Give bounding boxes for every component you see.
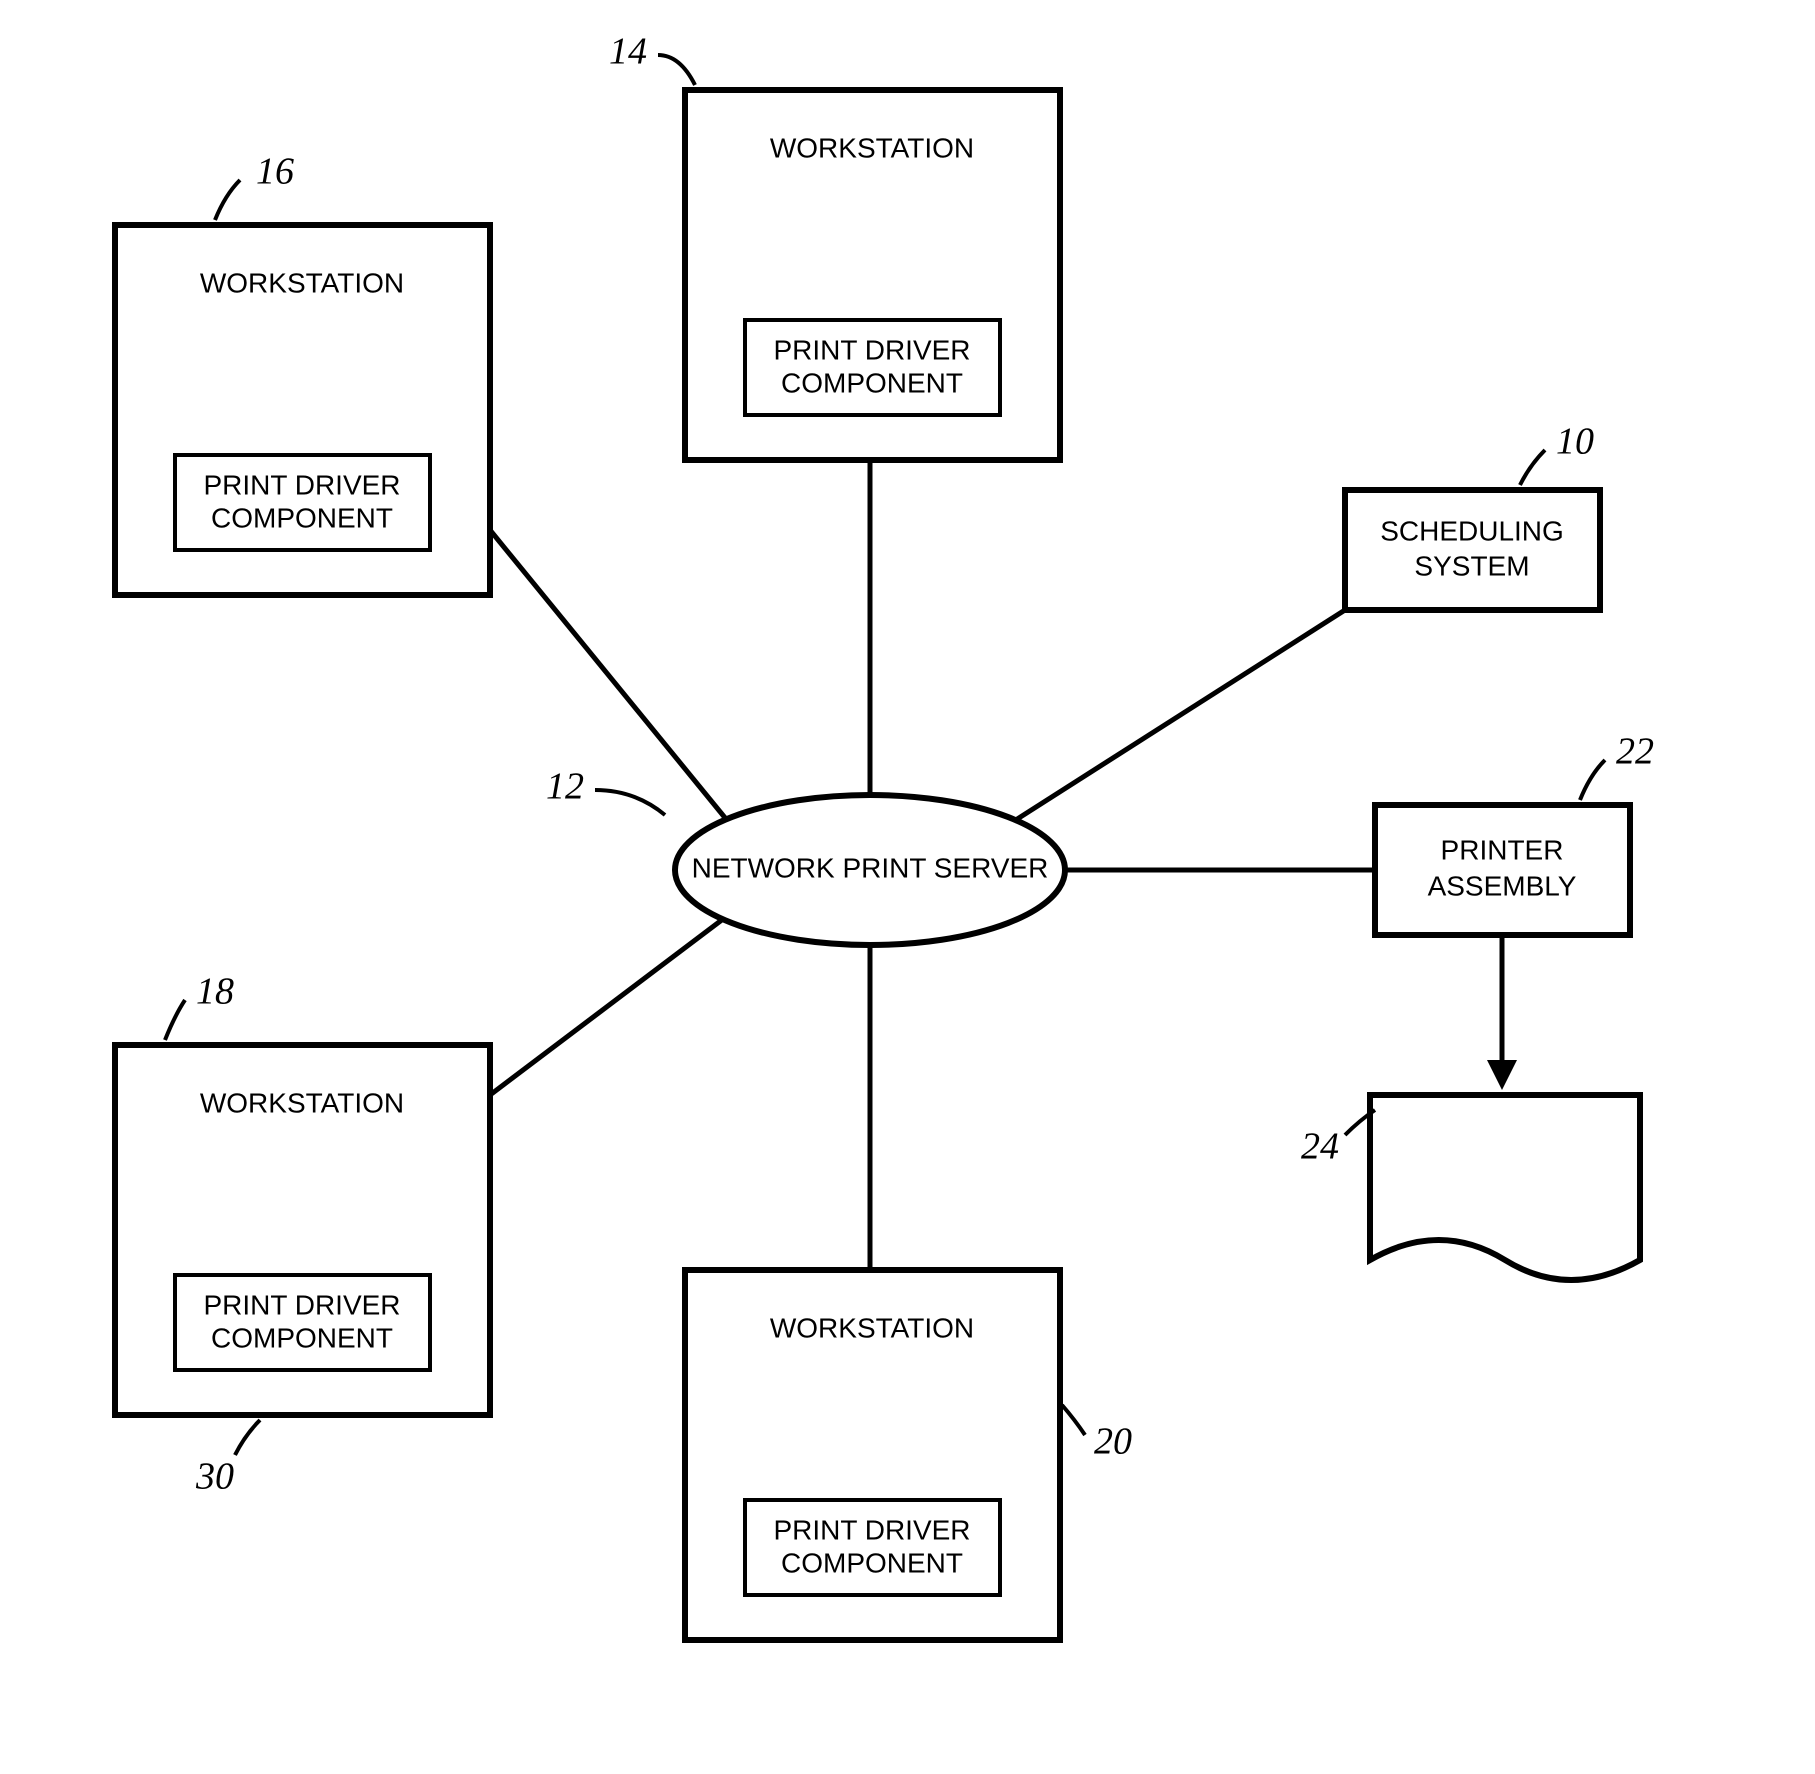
num-16: 16 <box>256 151 294 193</box>
sched-line2: SYSTEM <box>1414 550 1529 581</box>
ws18-sub1: PRINT DRIVER <box>203 1289 400 1320</box>
num-14: 14 <box>609 31 647 73</box>
printer-line2: ASSEMBLY <box>1428 870 1577 901</box>
workstation-16: WORKSTATION PRINT DRIVER COMPONENT 16 <box>115 151 490 595</box>
num-30: 30 <box>195 1456 234 1498</box>
leader-10 <box>1520 450 1545 485</box>
num-22: 22 <box>1616 731 1654 773</box>
output-document: 24 <box>1301 1095 1640 1280</box>
leader-12 <box>595 790 665 815</box>
printer-line1: PRINTER <box>1441 834 1564 865</box>
ws18-sub2: COMPONENT <box>211 1322 393 1353</box>
num-20: 20 <box>1094 1421 1132 1463</box>
edge-ws18-center <box>490 910 735 1095</box>
ws20-sub1: PRINT DRIVER <box>773 1514 970 1545</box>
sched-line1: SCHEDULING <box>1380 515 1564 546</box>
edge-sched-center <box>1000 610 1345 830</box>
num-24: 24 <box>1301 1126 1339 1168</box>
workstation-18: WORKSTATION PRINT DRIVER COMPONENT 18 30 <box>115 971 490 1498</box>
num-12: 12 <box>546 766 584 808</box>
scheduling-system: SCHEDULING SYSTEM 10 <box>1345 421 1600 610</box>
leader-22 <box>1580 760 1605 800</box>
num-10: 10 <box>1556 421 1594 463</box>
leader-16 <box>215 180 240 220</box>
leader-20 <box>1062 1405 1085 1435</box>
ws16-title: WORKSTATION <box>200 267 404 298</box>
leader-18 <box>165 1000 185 1040</box>
ws14-sub1: PRINT DRIVER <box>773 334 970 365</box>
ws18-title: WORKSTATION <box>200 1087 404 1118</box>
arrowhead-printer-output <box>1487 1060 1517 1090</box>
ws16-sub2: COMPONENT <box>211 502 393 533</box>
edge-ws16-center <box>490 530 735 830</box>
leader-30 <box>235 1420 260 1455</box>
network-print-server-label: NETWORK PRINT SERVER <box>692 852 1049 883</box>
leader-14 <box>658 55 695 85</box>
ws14-sub2: COMPONENT <box>781 367 963 398</box>
num-18: 18 <box>196 971 234 1013</box>
workstation-20: WORKSTATION PRINT DRIVER COMPONENT 20 <box>685 1270 1132 1640</box>
printer-assembly: PRINTER ASSEMBLY 22 <box>1375 731 1654 935</box>
ws14-title: WORKSTATION <box>770 132 974 163</box>
ws16-sub1: PRINT DRIVER <box>203 469 400 500</box>
ws20-sub2: COMPONENT <box>781 1547 963 1578</box>
ws20-title: WORKSTATION <box>770 1312 974 1343</box>
workstation-14: WORKSTATION PRINT DRIVER COMPONENT 14 <box>609 31 1060 460</box>
